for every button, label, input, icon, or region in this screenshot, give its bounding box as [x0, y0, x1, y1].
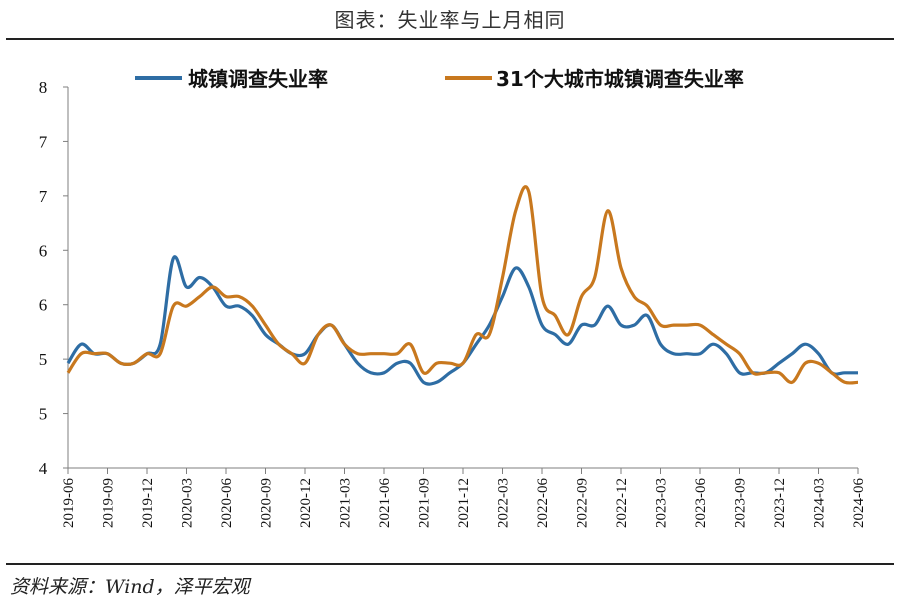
y-tick-label: 7 — [39, 132, 48, 151]
legend-label-series-2: 31个大城市城镇调查失业率 — [496, 67, 744, 91]
x-tick-label: 2021-09 — [417, 478, 433, 528]
top-rule — [6, 38, 894, 40]
legend-label-series-1: 城镇调查失业率 — [188, 67, 328, 91]
y-tick-label: 6 — [39, 296, 48, 315]
source-note: 资料来源：Wind，泽平宏观 — [10, 576, 250, 598]
y-tick-label: 5 — [39, 405, 48, 424]
x-tick-label: 2022-06 — [535, 478, 551, 528]
x-tick-label: 2021-12 — [456, 478, 472, 528]
x-tick-label: 2023-06 — [693, 478, 709, 528]
y-tick-label: 6 — [39, 241, 48, 260]
y-tick-label: 5 — [39, 350, 48, 369]
x-tick-label: 2023-03 — [654, 478, 670, 528]
x-tick-label: 2022-09 — [575, 478, 591, 528]
x-tick-label: 2023-09 — [733, 478, 749, 528]
x-tick-label: 2023-12 — [772, 478, 788, 528]
legend: 城镇调查失业率 31个大城市城镇调查失业率 — [135, 67, 744, 91]
x-tick-label: 2019-09 — [101, 478, 117, 528]
x-tick-label: 2021-03 — [338, 478, 354, 528]
x-tick-label: 2020-03 — [180, 478, 196, 528]
series-line-2 — [66, 185, 859, 385]
axes — [67, 87, 858, 469]
x-axis-ticks: 2019-06 2019-09 2019-12 2020-03 2020-06 2020-… — [61, 468, 867, 528]
x-tick-label: 2019-12 — [140, 478, 156, 528]
line-chart: 4 5 5 6 6 7 7 8 2019-06 2019-09 2019-12 2020-03 202… — [39, 67, 867, 528]
page-title: 图表：失业率与上月相同 — [334, 8, 566, 32]
y-tick-label: 8 — [39, 78, 48, 97]
x-tick-label: 2020-12 — [298, 478, 314, 528]
x-tick-label: 2021-06 — [377, 478, 393, 528]
x-tick-label: 2024-06 — [851, 478, 867, 528]
x-tick-label: 2019-06 — [61, 478, 77, 528]
bottom-rule — [6, 563, 894, 565]
x-tick-label: 2024-03 — [812, 478, 828, 528]
x-tick-label: 2020-09 — [259, 478, 275, 528]
x-tick-label: 2020-06 — [219, 478, 235, 528]
x-tick-label: 2022-12 — [614, 478, 630, 528]
series-lines — [66, 185, 859, 386]
x-tick-label: 2022-03 — [496, 478, 512, 528]
y-axis-ticks: 4 5 5 6 6 7 7 8 — [39, 78, 68, 478]
y-tick-label: 4 — [39, 459, 48, 478]
y-tick-label: 7 — [39, 187, 48, 206]
